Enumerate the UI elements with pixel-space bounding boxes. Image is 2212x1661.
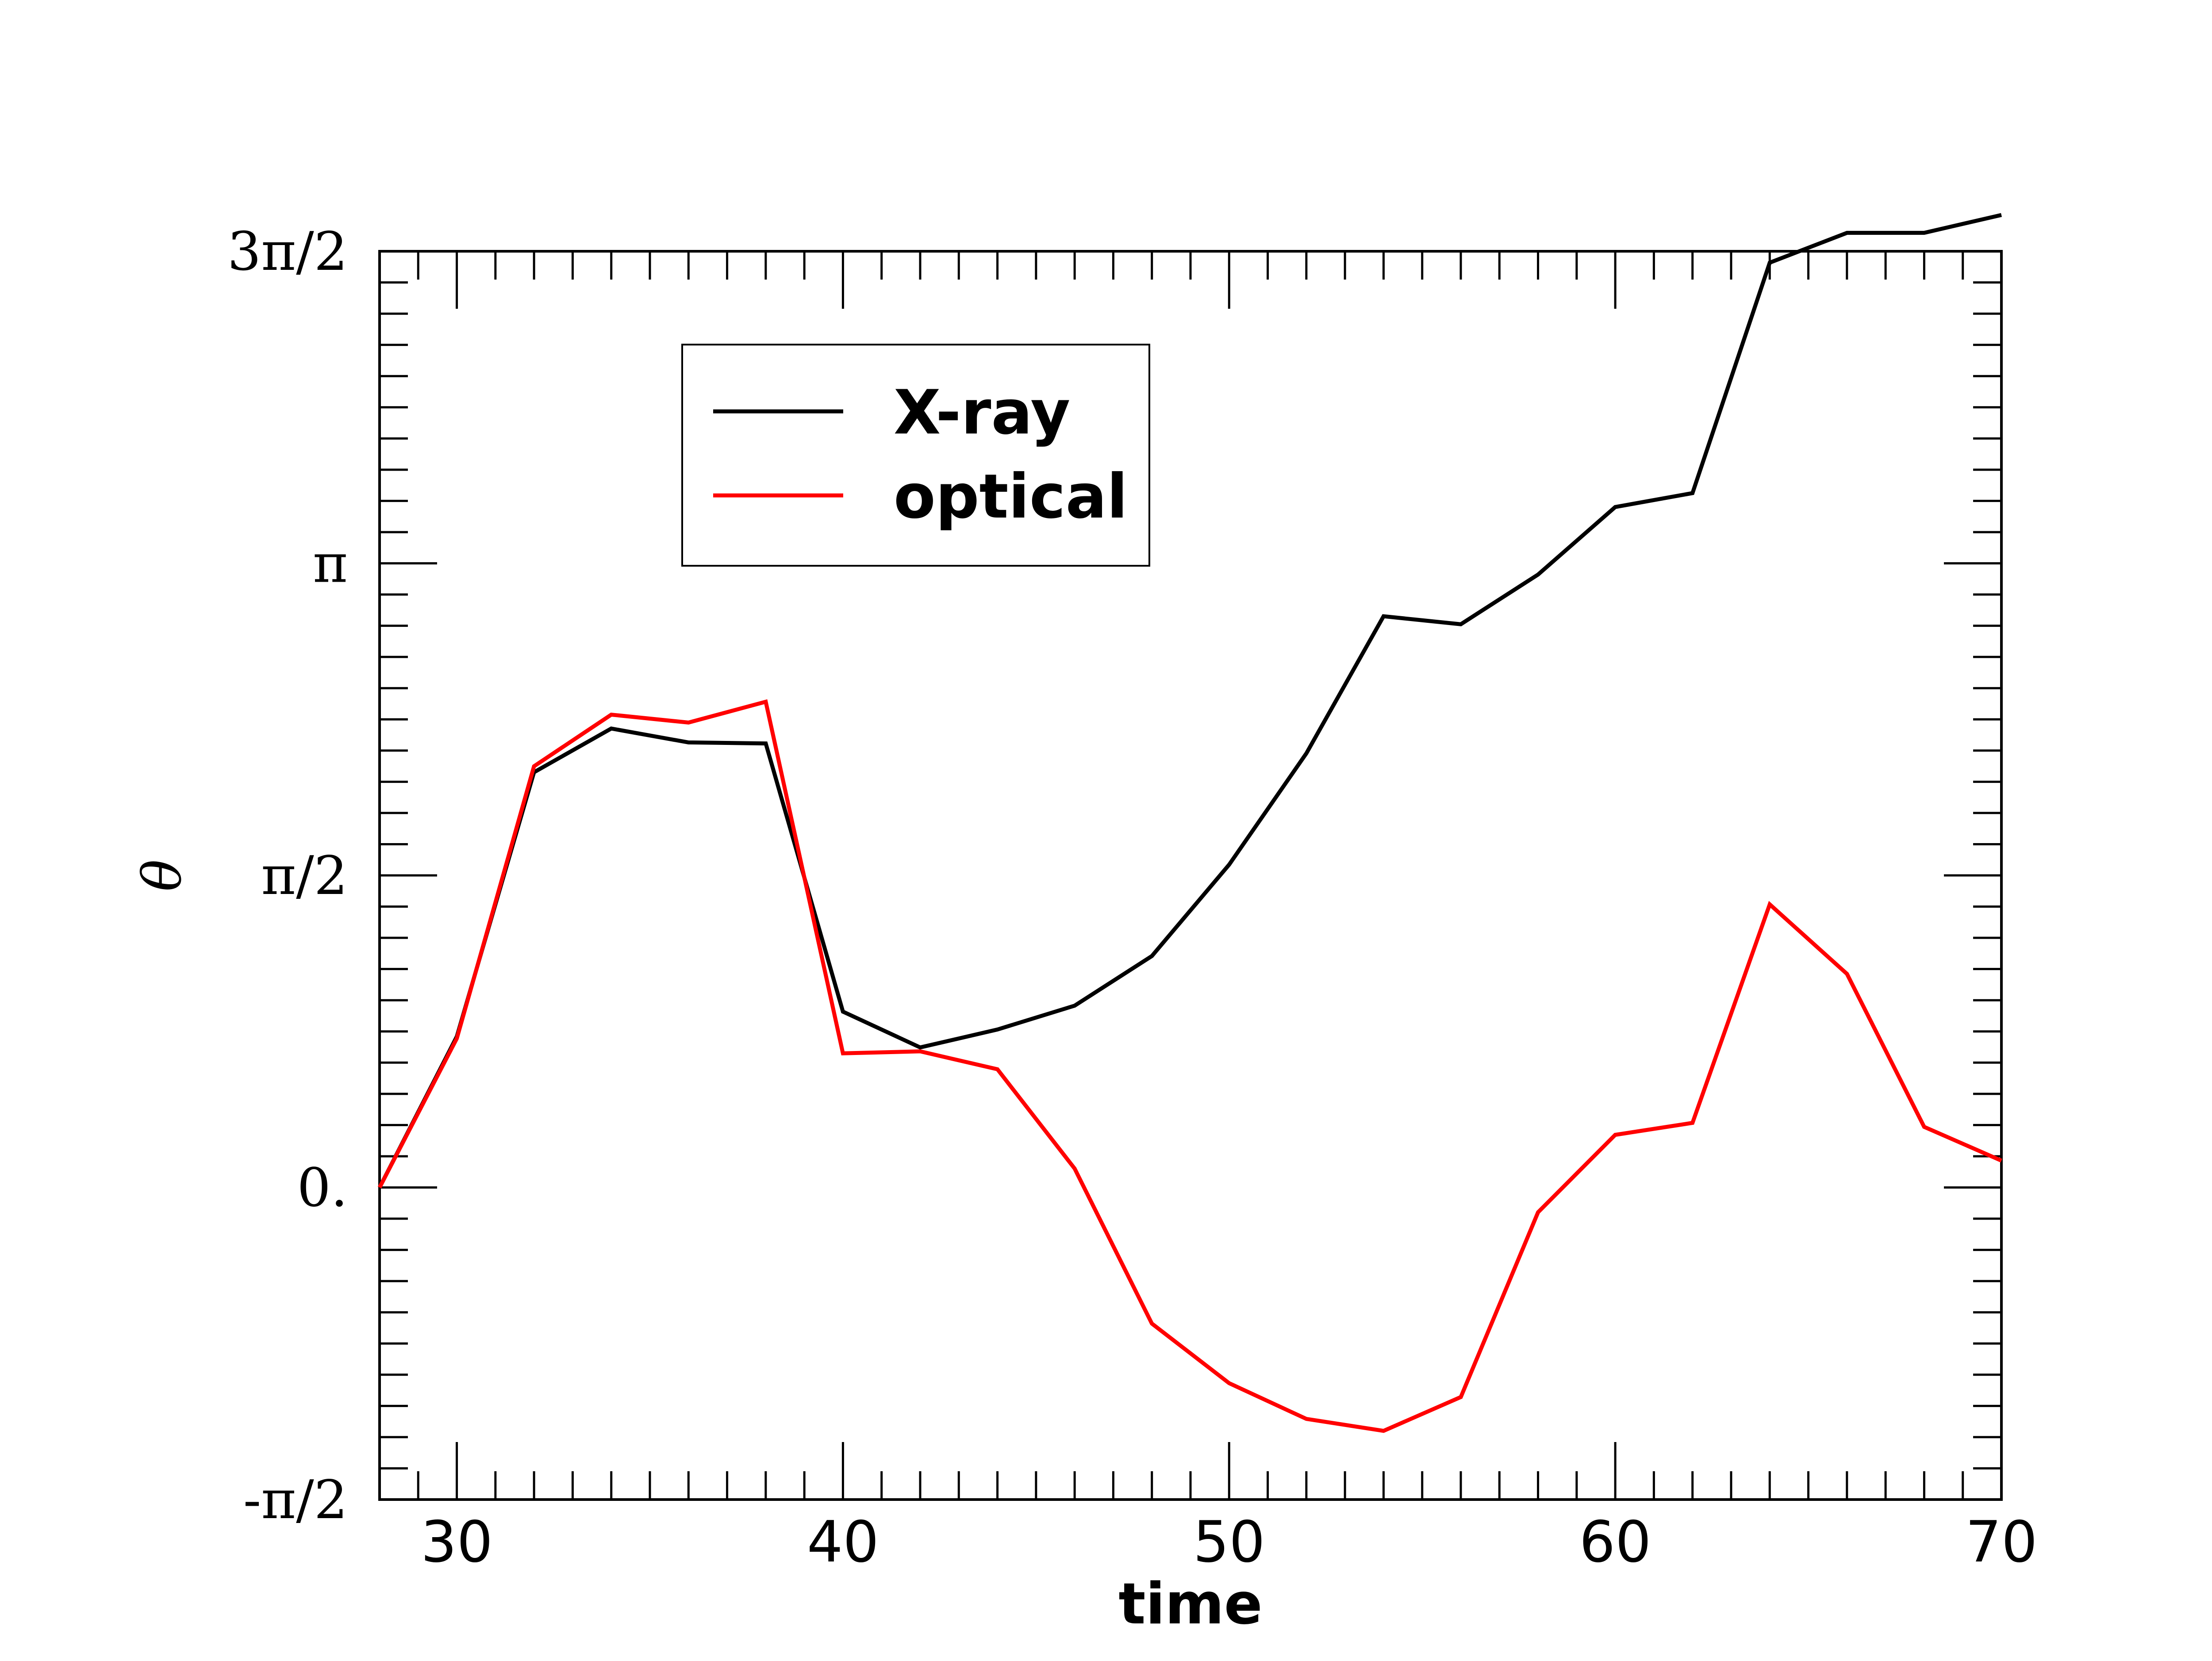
tick-labels: 30 40 50 60 70 -π/2 0. π/2 π 3π/2 [227, 221, 2037, 1575]
legend-box [681, 344, 1150, 567]
legend-label-optical: optical [894, 461, 1128, 532]
x-tick-label: 30 [421, 1509, 493, 1575]
y-tick-label: 0. [297, 1158, 348, 1219]
series-line-optical [378, 699, 2002, 1433]
y-axis-title: θ [132, 859, 193, 891]
series-layer [377, 213, 2002, 1433]
x-axis-title: time [1118, 1571, 1262, 1637]
series-line-x-ray [377, 213, 2002, 1189]
x-tick-label: 60 [1579, 1509, 1651, 1575]
x-tick-label: 40 [807, 1509, 879, 1575]
legend: X-ray optical [681, 344, 1150, 567]
x-tick-label: 50 [1193, 1509, 1265, 1575]
y-tick-label: π/2 [261, 845, 348, 907]
y-tick-label: -π/2 [243, 1469, 348, 1531]
axis-ticks [378, 250, 2003, 1501]
plot-frame [378, 250, 2003, 1501]
y-tick-label: π [313, 533, 348, 595]
legend-label-xray: X-ray [894, 377, 1070, 448]
x-tick-label: 70 [1966, 1509, 2038, 1575]
y-tick-label: 3π/2 [227, 221, 348, 283]
